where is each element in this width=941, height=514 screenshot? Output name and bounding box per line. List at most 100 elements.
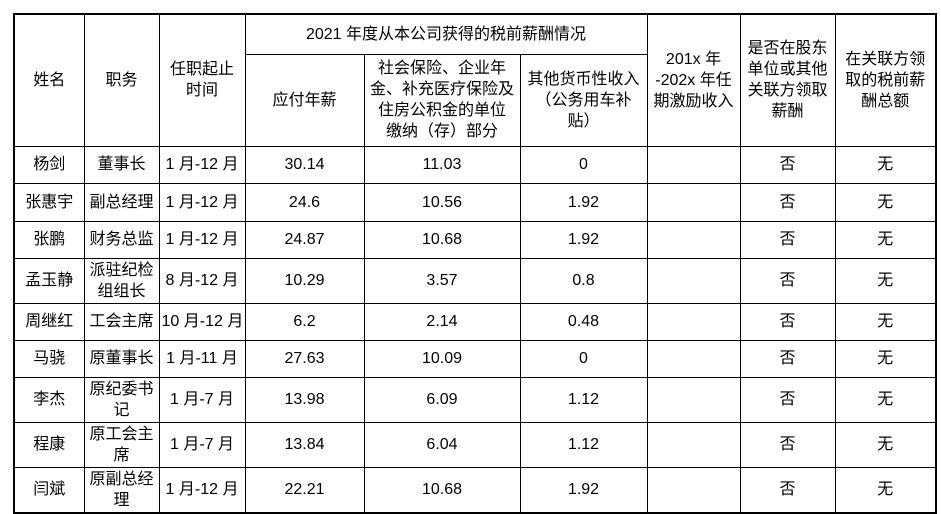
cell-related-party-flag: 否 bbox=[739, 302, 836, 341]
compensation-table-container: 姓名 职务 任职起止 时间 2021 年度从本公司获得的税前薪酬情况 201x … bbox=[13, 13, 937, 514]
cell-insurance: 6.09 bbox=[363, 376, 521, 423]
cell-insurance: 10.68 bbox=[363, 220, 521, 259]
cell-term: 1 月-7 月 bbox=[158, 421, 246, 468]
cell-other-income: 1.92 bbox=[519, 220, 648, 259]
cell-insurance: 2.14 bbox=[363, 302, 521, 341]
cell-annual-salary: 24.87 bbox=[244, 220, 365, 259]
cell-annual-salary: 13.84 bbox=[244, 421, 365, 468]
cell-related-party-flag: 否 bbox=[739, 257, 836, 304]
cell-related-party-flag: 否 bbox=[739, 466, 836, 513]
cell-related-total: 无 bbox=[834, 421, 937, 468]
compensation-table: 姓名 职务 任职起止 时间 2021 年度从本公司获得的税前薪酬情况 201x … bbox=[13, 13, 937, 514]
cell-insurance: 3.57 bbox=[363, 257, 521, 304]
cell-related-party-flag: 否 bbox=[739, 339, 836, 378]
cell-name: 杨剑 bbox=[13, 145, 85, 184]
cell-position: 财务总监 bbox=[83, 220, 160, 259]
cell-insurance: 10.56 bbox=[363, 182, 521, 222]
cell-other-income: 1.92 bbox=[519, 466, 648, 513]
cell-term: 1 月-11 月 bbox=[158, 339, 246, 378]
cell-related-party-flag: 否 bbox=[739, 145, 836, 184]
cell-related-party-flag: 否 bbox=[739, 220, 836, 259]
cell-position: 副总经理 bbox=[83, 182, 160, 222]
cell-incentive-income bbox=[646, 376, 741, 423]
header-row-1: 姓名 职务 任职起止 时间 2021 年度从本公司获得的税前薪酬情况 201x … bbox=[13, 13, 937, 147]
cell-incentive-income bbox=[646, 182, 741, 222]
cell-annual-salary: 30.14 bbox=[244, 145, 365, 184]
cell-term: 10 月-12 月 bbox=[158, 302, 246, 341]
cell-annual-salary: 10.29 bbox=[244, 257, 365, 304]
cell-insurance: 10.68 bbox=[363, 466, 521, 513]
cell-position: 原纪委书 记 bbox=[83, 376, 160, 423]
table-row: 马骁 原董事长 1 月-11 月 27.63 10.09 0 否无 bbox=[13, 339, 937, 378]
header-related-total: 在关联方领 取的税前薪 酬总额 bbox=[834, 13, 937, 147]
header-other-income: 其他货币性收入 （公务用车补 贴） bbox=[519, 53, 648, 147]
cell-position: 董事长 bbox=[83, 145, 160, 184]
header-related-party: 是否在股东 单位或其他 关联方领取 薪酬 bbox=[739, 13, 836, 147]
cell-name: 闫斌 bbox=[13, 466, 85, 513]
header-position: 职务 bbox=[83, 13, 160, 147]
header-incentive: 201x 年 -202x 年任 期激励收入 bbox=[646, 13, 741, 147]
cell-related-total: 无 bbox=[834, 220, 937, 259]
table-body: 杨剑 董事长 1 月-12 月 30.14 11.03 0 否无张惠宇 副总经理 1 月-12 … bbox=[13, 145, 937, 513]
cell-term: 1 月-12 月 bbox=[158, 145, 246, 184]
header-row-2: 应付年薪 社会保险、企业年 金、补充医疗保险及 住房公积金的单位 缴纳（存）部分… bbox=[14, 53, 936, 147]
cell-incentive-income bbox=[646, 220, 741, 259]
cell-annual-salary: 6.2 bbox=[244, 302, 365, 341]
cell-name: 张惠宇 bbox=[13, 182, 85, 222]
cell-related-total: 无 bbox=[834, 376, 937, 423]
header-name: 姓名 bbox=[13, 13, 85, 147]
cell-incentive-income bbox=[646, 257, 741, 304]
cell-related-party-flag: 否 bbox=[739, 182, 836, 222]
cell-other-income: 1.12 bbox=[519, 376, 648, 423]
cell-incentive-income bbox=[646, 145, 741, 184]
cell-other-income: 0 bbox=[519, 339, 648, 378]
cell-position: 原董事长 bbox=[83, 339, 160, 378]
header-term: 任职起止 时间 bbox=[158, 13, 246, 147]
cell-other-income: 1.12 bbox=[519, 421, 648, 468]
cell-name: 张鹏 bbox=[13, 220, 85, 259]
table-row: 张惠宇 副总经理 1 月-12 月 24.6 10.56 1.92 否无 bbox=[13, 182, 937, 222]
table-row: 周继红 工会主席 10 月-12 月 6.2 2.14 0.48 否无 bbox=[13, 302, 937, 341]
cell-related-total: 无 bbox=[834, 182, 937, 222]
cell-position: 原副总经 理 bbox=[83, 466, 160, 513]
cell-incentive-income bbox=[646, 421, 741, 468]
cell-name: 周继红 bbox=[13, 302, 85, 341]
cell-name: 李杰 bbox=[13, 376, 85, 423]
cell-term: 1 月-7 月 bbox=[158, 376, 246, 423]
cell-annual-salary: 13.98 bbox=[244, 376, 365, 423]
cell-term: 1 月-12 月 bbox=[158, 220, 246, 259]
cell-incentive-income bbox=[646, 339, 741, 378]
table-header: 姓名 职务 任职起止 时间 2021 年度从本公司获得的税前薪酬情况 201x … bbox=[13, 13, 937, 147]
cell-incentive-income bbox=[646, 302, 741, 341]
header-annual-salary: 应付年薪 bbox=[244, 53, 365, 147]
cell-other-income: 0 bbox=[519, 145, 648, 184]
cell-insurance: 6.04 bbox=[363, 421, 521, 468]
cell-annual-salary: 22.21 bbox=[244, 466, 365, 513]
cell-name: 孟玉静 bbox=[13, 257, 85, 304]
cell-term: 1 月-12 月 bbox=[158, 466, 246, 513]
table-row: 杨剑 董事长 1 月-12 月 30.14 11.03 0 否无 bbox=[13, 145, 937, 184]
cell-other-income: 0.48 bbox=[519, 302, 648, 341]
cell-term: 1 月-12 月 bbox=[158, 182, 246, 222]
cell-annual-salary: 27.63 bbox=[244, 339, 365, 378]
cell-name: 马骁 bbox=[13, 339, 85, 378]
cell-name: 程康 bbox=[13, 421, 85, 468]
cell-related-total: 无 bbox=[834, 466, 937, 513]
table-row: 张鹏 财务总监 1 月-12 月 24.87 10.68 1.92 否无 bbox=[13, 220, 937, 259]
cell-other-income: 1.92 bbox=[519, 182, 648, 222]
cell-related-total: 无 bbox=[834, 302, 937, 341]
cell-position: 原工会主 席 bbox=[83, 421, 160, 468]
table-row: 孟玉静 派驻纪检 组组长 8 月-12 月 10.29 3.57 0.8 否无 bbox=[13, 257, 937, 304]
cell-annual-salary: 24.6 bbox=[244, 182, 365, 222]
cell-insurance: 10.09 bbox=[363, 339, 521, 378]
cell-related-party-flag: 否 bbox=[739, 376, 836, 423]
cell-other-income: 0.8 bbox=[519, 257, 648, 304]
cell-related-total: 无 bbox=[834, 145, 937, 184]
cell-position: 工会主席 bbox=[83, 302, 160, 341]
cell-incentive-income bbox=[646, 466, 741, 513]
cell-position: 派驻纪检 组组长 bbox=[83, 257, 160, 304]
cell-term: 8 月-12 月 bbox=[158, 257, 246, 304]
cell-related-party-flag: 否 bbox=[739, 421, 836, 468]
